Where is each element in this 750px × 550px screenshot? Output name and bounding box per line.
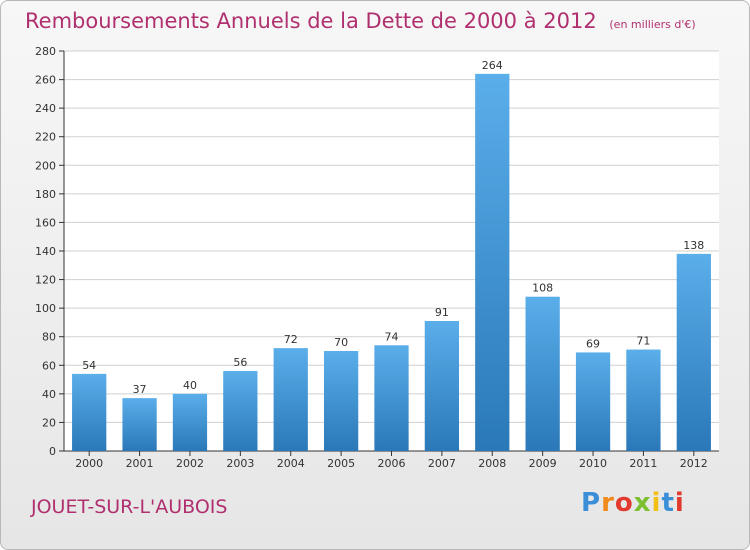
y-tick-label: 140 (35, 245, 56, 258)
x-tick-label: 2006 (378, 457, 406, 470)
x-tick-label: 2004 (277, 457, 305, 470)
data-label: 108 (532, 282, 553, 295)
bar (72, 373, 107, 451)
x-tick-label: 2003 (226, 457, 254, 470)
data-label: 74 (385, 330, 399, 343)
bar (424, 321, 460, 451)
data-label: 72 (284, 333, 298, 346)
bar (122, 398, 157, 451)
y-tick-label: 60 (42, 359, 56, 372)
logo-letter: o (614, 488, 634, 518)
bar (525, 296, 560, 451)
bar (223, 371, 258, 451)
data-label: 70 (334, 336, 348, 349)
x-tick-label: 2008 (478, 457, 506, 470)
data-label: 69 (586, 337, 600, 350)
data-label: 138 (683, 239, 704, 252)
logo-letter: x (633, 488, 652, 518)
y-tick-label: 260 (35, 74, 56, 87)
chart-unit: (en milliers d'€) (609, 18, 696, 31)
bar (676, 253, 711, 451)
y-tick-label: 220 (35, 131, 56, 144)
data-label: 40 (183, 379, 197, 392)
y-tick-label: 0 (49, 445, 56, 458)
y-tick-label: 100 (35, 302, 56, 315)
x-tick-label: 2007 (428, 457, 456, 470)
x-tick-label: 2011 (629, 457, 657, 470)
x-tick-label: 2009 (529, 457, 557, 470)
x-tick-label: 2002 (176, 457, 204, 470)
proxiti-logo: Proxiti (581, 488, 685, 518)
x-tick-label: 2005 (327, 457, 355, 470)
logo-letter: r (601, 488, 615, 518)
data-label: 54 (82, 359, 96, 372)
data-label: 71 (636, 335, 650, 348)
bar (323, 351, 359, 451)
logo-letter: t (661, 488, 675, 518)
data-label: 91 (435, 306, 449, 319)
data-label: 264 (482, 59, 503, 72)
logo-letter: i (674, 488, 685, 518)
y-tick-label: 200 (35, 159, 56, 172)
chart-title: Remboursements Annuels de la Dette de 20… (25, 9, 696, 33)
location-name: JOUET-SUR-L'AUBOIS (31, 496, 228, 518)
bar (475, 73, 510, 451)
logo-letter: P (581, 488, 602, 518)
y-tick-label: 40 (42, 388, 56, 401)
data-label: 56 (233, 356, 247, 369)
bar (626, 349, 661, 451)
x-tick-label: 2000 (75, 457, 103, 470)
bar (374, 345, 409, 451)
y-tick-label: 160 (35, 216, 56, 229)
y-tick-label: 80 (42, 331, 56, 344)
x-tick-label: 2001 (126, 457, 154, 470)
y-tick-label: 20 (42, 416, 56, 429)
x-tick-label: 2010 (579, 457, 607, 470)
y-tick-label: 240 (35, 102, 56, 115)
chart-title-text: Remboursements Annuels de la Dette de 20… (25, 9, 597, 33)
y-tick-label: 180 (35, 188, 56, 201)
y-tick-label: 120 (35, 274, 56, 287)
logo-letter: i (651, 488, 662, 518)
data-label: 37 (133, 383, 147, 396)
bar (575, 352, 611, 451)
x-tick-label: 2012 (680, 457, 708, 470)
bar (273, 348, 308, 451)
bar (172, 393, 208, 451)
y-tick-label: 280 (35, 45, 56, 58)
